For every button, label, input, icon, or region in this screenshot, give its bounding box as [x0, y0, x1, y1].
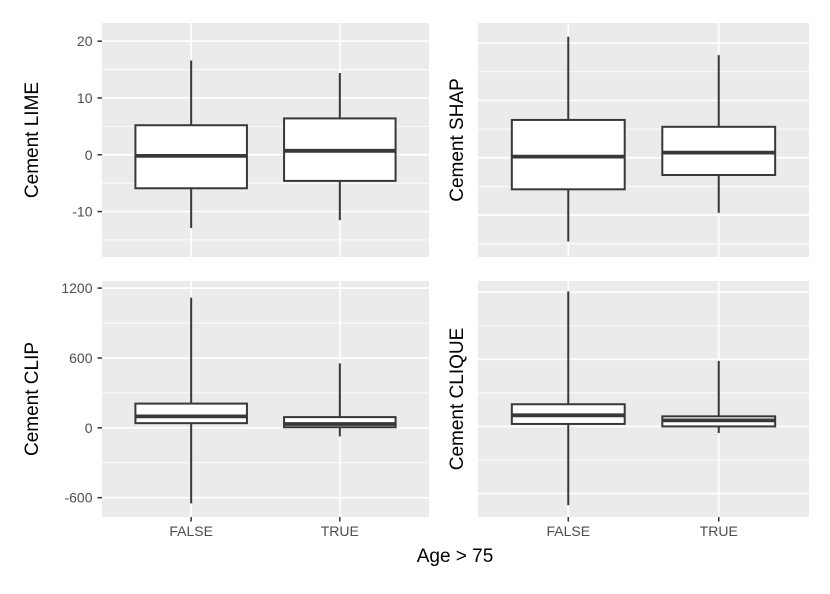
x-axis-title: Age > 75 — [416, 546, 494, 567]
y-axis-title-cement-shap: Cement SHAP — [447, 78, 468, 202]
x-tick-label-true: TRUE — [700, 523, 738, 539]
panel-bg-cement-clique — [478, 281, 809, 517]
x-tick-label-false: FALSE — [169, 523, 213, 539]
y-tick-label: 0 — [85, 420, 93, 436]
y-tick-label: 20 — [77, 33, 93, 49]
y-tick-label: -600 — [64, 490, 92, 506]
y-axis-title-cement-lime: Cement LIME — [22, 81, 43, 199]
panel-bg-cement-clip — [102, 281, 429, 517]
y-tick-label: 10 — [77, 90, 93, 106]
box-cement-shap-false — [510, 118, 626, 191]
y-tick-label: 0 — [85, 147, 93, 163]
y-tick-label: 1200 — [61, 280, 92, 296]
y-axis-title-cement-clip: Cement CLIP — [22, 341, 43, 457]
y-axis-title-cement-clique: Cement CLIQUE — [447, 327, 468, 471]
y-tick-label: -10 — [72, 204, 92, 220]
x-tick-label-true: TRUE — [321, 523, 359, 539]
y-tick-label: 600 — [69, 350, 93, 366]
box-cement-clip-false — [134, 402, 248, 425]
x-tick-label-false: FALSE — [546, 523, 590, 539]
